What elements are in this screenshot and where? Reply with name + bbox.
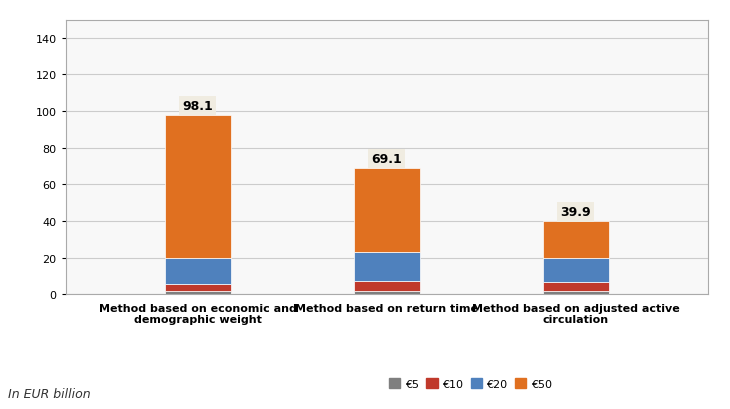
Bar (165, 284, 231, 292)
Bar (354, 282, 420, 292)
Text: In EUR billion: In EUR billion (8, 387, 91, 400)
Bar (543, 258, 609, 283)
Text: 39.9: 39.9 (561, 206, 591, 219)
Bar (543, 283, 609, 292)
Bar (165, 115, 231, 259)
Bar (543, 292, 609, 294)
Legend: €5, €10, €20, €50: €5, €10, €20, €50 (385, 373, 556, 393)
Bar (165, 292, 231, 294)
Bar (354, 292, 420, 294)
Bar (354, 252, 420, 282)
Bar (543, 222, 609, 258)
Bar (165, 259, 231, 284)
Text: 69.1: 69.1 (372, 153, 402, 166)
Text: 98.1: 98.1 (182, 99, 213, 112)
Bar (354, 168, 420, 252)
